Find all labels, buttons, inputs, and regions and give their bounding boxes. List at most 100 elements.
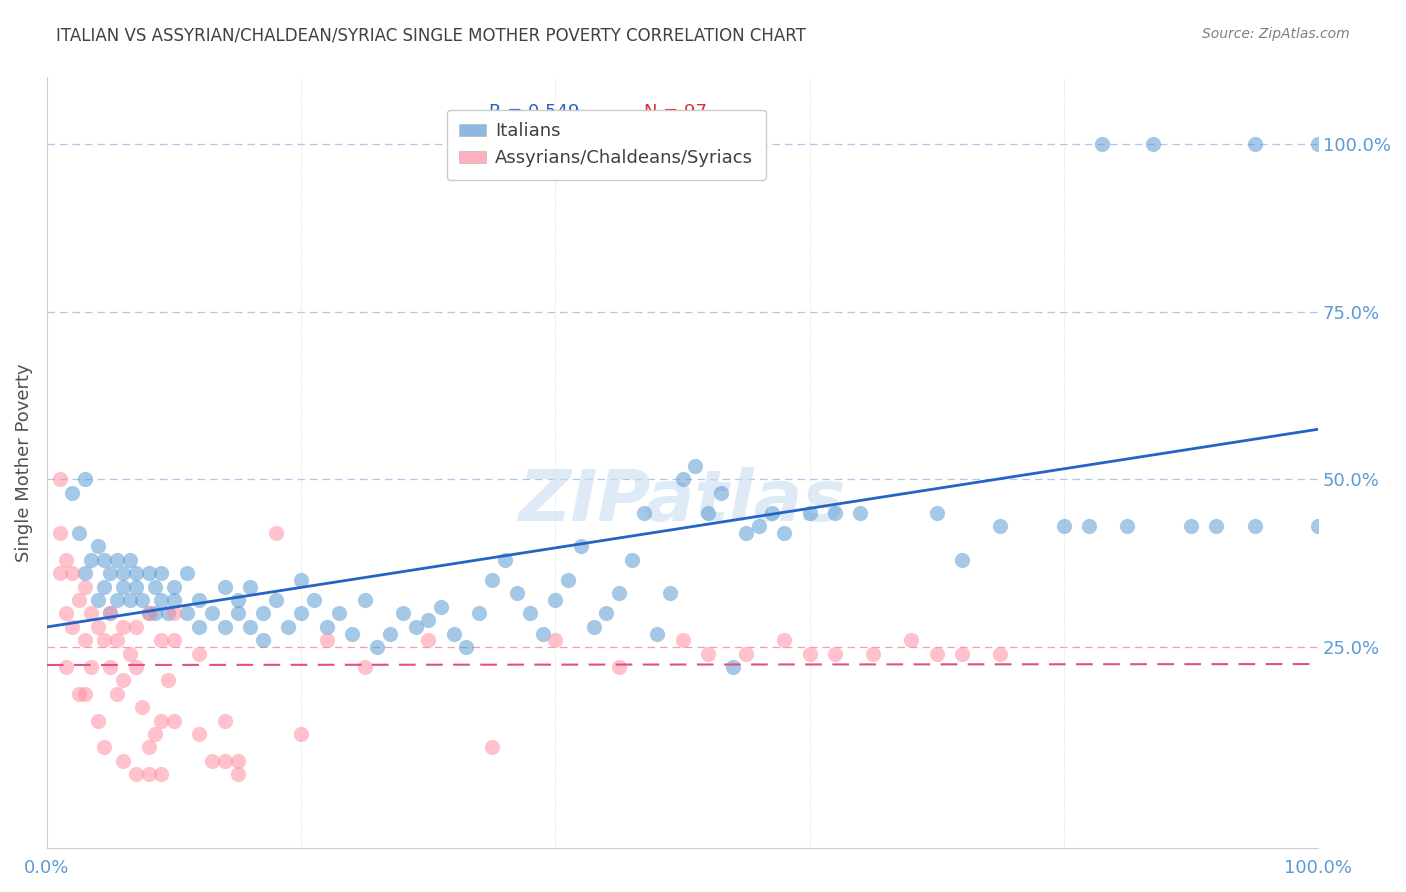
Text: N = 68: N = 68	[644, 142, 707, 160]
Point	[443, 626, 465, 640]
Point	[773, 633, 796, 648]
Point	[112, 673, 135, 688]
Point	[658, 586, 681, 600]
Point	[131, 593, 153, 607]
Point	[1243, 519, 1265, 533]
Point	[93, 553, 115, 567]
Point	[264, 593, 287, 607]
Point	[1243, 137, 1265, 152]
Point	[100, 566, 122, 581]
Point	[544, 593, 567, 607]
Point	[55, 553, 77, 567]
Point	[607, 586, 630, 600]
Point	[125, 566, 148, 581]
Point	[138, 767, 160, 781]
Point	[150, 593, 173, 607]
Point	[430, 599, 453, 614]
Point	[176, 607, 198, 621]
Point	[226, 754, 249, 768]
Point	[761, 506, 783, 520]
Point	[93, 633, 115, 648]
Point	[100, 607, 122, 621]
Point	[633, 506, 655, 520]
Point	[201, 607, 224, 621]
Point	[683, 458, 706, 473]
Point	[226, 607, 249, 621]
Point	[143, 727, 166, 741]
Point	[849, 506, 872, 520]
Point	[506, 586, 529, 600]
Point	[239, 620, 262, 634]
Point	[214, 580, 236, 594]
Text: R = 0.003: R = 0.003	[489, 142, 579, 160]
Point	[67, 687, 90, 701]
Point	[87, 620, 110, 634]
Point	[252, 607, 274, 621]
Point	[799, 647, 821, 661]
Point	[48, 526, 70, 541]
Point	[405, 620, 427, 634]
Point	[1308, 137, 1330, 152]
Point	[1180, 519, 1202, 533]
Point	[112, 620, 135, 634]
Point	[1053, 519, 1076, 533]
Point	[150, 566, 173, 581]
Point	[392, 607, 415, 621]
Point	[468, 607, 491, 621]
Point	[582, 620, 605, 634]
Point	[1078, 519, 1101, 533]
Point	[418, 613, 440, 627]
Point	[481, 740, 503, 755]
Point	[671, 472, 693, 486]
Point	[100, 607, 122, 621]
Point	[315, 620, 337, 634]
Point	[595, 607, 617, 621]
Point	[1116, 519, 1139, 533]
Point	[481, 573, 503, 587]
Point	[188, 593, 211, 607]
Point	[48, 472, 70, 486]
Point	[925, 506, 948, 520]
Point	[277, 620, 299, 634]
Point	[73, 687, 96, 701]
Point	[799, 506, 821, 520]
Point	[290, 573, 312, 587]
Point	[105, 633, 128, 648]
Point	[1308, 519, 1330, 533]
Text: Source: ZipAtlas.com: Source: ZipAtlas.com	[1202, 27, 1350, 41]
Point	[93, 580, 115, 594]
Point	[73, 472, 96, 486]
Point	[67, 593, 90, 607]
Point	[214, 620, 236, 634]
Point	[80, 553, 103, 567]
Point	[87, 540, 110, 554]
Point	[290, 607, 312, 621]
Point	[163, 714, 186, 728]
Point	[138, 607, 160, 621]
Point	[328, 607, 350, 621]
Point	[60, 620, 83, 634]
Point	[353, 660, 375, 674]
Point	[697, 506, 720, 520]
Point	[620, 553, 643, 567]
Point	[112, 754, 135, 768]
Point	[519, 607, 541, 621]
Point	[150, 633, 173, 648]
Point	[710, 485, 733, 500]
Point	[80, 607, 103, 621]
Point	[569, 540, 592, 554]
Point	[1091, 137, 1114, 152]
Point	[131, 700, 153, 714]
Point	[156, 673, 179, 688]
Point	[156, 607, 179, 621]
Point	[988, 647, 1011, 661]
Point	[125, 660, 148, 674]
Point	[118, 593, 141, 607]
Point	[366, 640, 388, 654]
Point	[378, 626, 401, 640]
Point	[112, 566, 135, 581]
Point	[862, 647, 884, 661]
Point	[723, 660, 745, 674]
Point	[557, 573, 579, 587]
Point	[125, 580, 148, 594]
